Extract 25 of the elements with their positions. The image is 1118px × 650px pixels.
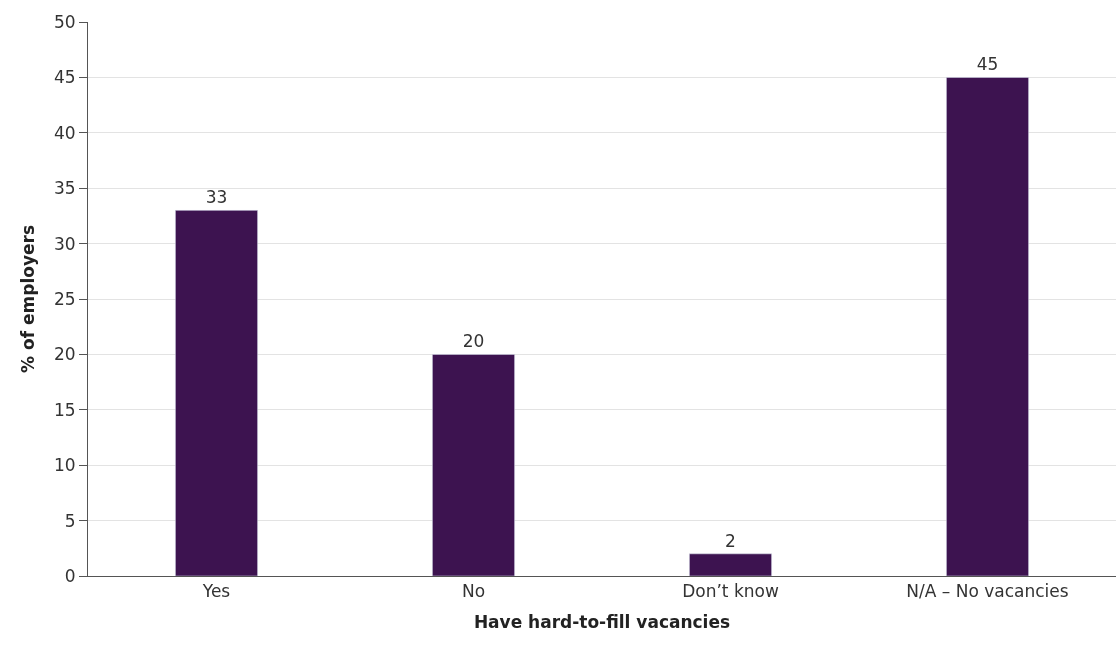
bar — [689, 553, 772, 576]
data-label: 2 — [725, 530, 736, 551]
bar — [432, 354, 515, 576]
y-tick-label: 45 — [53, 67, 76, 88]
y-tick-label: 50 — [53, 11, 76, 32]
y-tick-label: 20 — [53, 344, 76, 365]
x-axis-title: Have hard-to-fill vacancies — [473, 611, 731, 632]
y-tick-label: 15 — [53, 399, 76, 420]
data-label: 20 — [462, 331, 485, 352]
x-tick-label: N/A – No vacancies — [906, 581, 1069, 602]
y-tick-label: 25 — [53, 288, 76, 309]
y-tick-label: 40 — [53, 122, 76, 143]
y-tick-label: 35 — [53, 178, 76, 199]
x-tick-label: Don’t know — [682, 581, 779, 602]
x-tick-label: Yes — [201, 581, 231, 602]
bar — [946, 77, 1029, 576]
y-axis-title: % of employers — [17, 225, 38, 373]
bar — [175, 210, 258, 576]
y-tick-label: 10 — [53, 455, 76, 476]
y-tick-label: 0 — [64, 565, 76, 586]
data-label: 45 — [976, 54, 999, 75]
data-label: 33 — [205, 187, 228, 208]
x-tick-label: No — [461, 581, 486, 602]
y-tick-label: 30 — [53, 233, 76, 254]
y-tick-label: 5 — [64, 510, 76, 531]
